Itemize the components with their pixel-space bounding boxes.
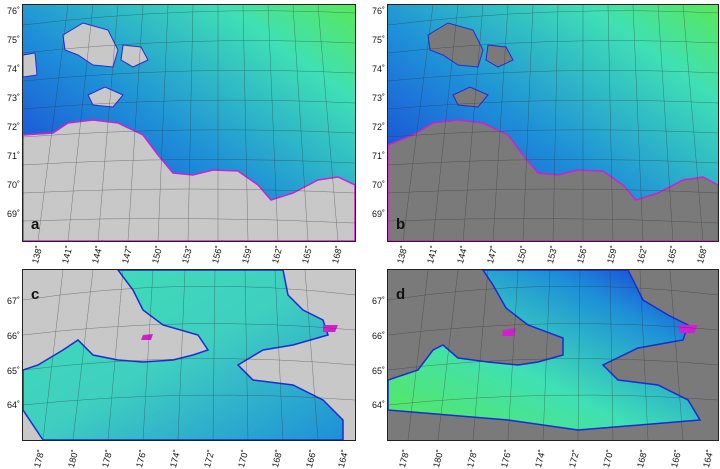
lat-label-a-6: 71˚ bbox=[6, 151, 20, 161]
lon-label-d-9: 166˚ bbox=[669, 448, 684, 469]
lon-label-b-2: 141˚ bbox=[425, 244, 440, 265]
lat-label-d-4: 64˚ bbox=[371, 400, 385, 410]
lon-label-d-5: 174˚ bbox=[533, 448, 548, 469]
strait-sea bbox=[388, 270, 702, 431]
graticule bbox=[388, 5, 718, 241]
lon-label-a-1: 138˚ bbox=[30, 244, 45, 265]
lon-label-a-6: 153˚ bbox=[180, 244, 195, 265]
lon-label-c-2: 180˚ bbox=[66, 448, 81, 469]
lon-label-b-8: 159˚ bbox=[605, 244, 620, 265]
lon-label-d-4: 176˚ bbox=[499, 448, 514, 469]
lon-label-d-7: 170˚ bbox=[601, 448, 616, 469]
lat-label-a-1: 76˚ bbox=[6, 6, 20, 16]
lon-label-a-8: 159˚ bbox=[240, 244, 255, 265]
lon-label-c-3: 178˚ bbox=[100, 448, 115, 469]
island-3 bbox=[452, 86, 489, 108]
mainland-coast bbox=[23, 119, 355, 241]
lon-label-c-5: 174˚ bbox=[168, 448, 183, 469]
lon-label-b-5: 150˚ bbox=[515, 244, 530, 265]
panel-label-c: c bbox=[31, 286, 40, 303]
lon-label-d-6: 172˚ bbox=[567, 448, 582, 469]
lon-label-c-10: 164˚ bbox=[336, 448, 351, 469]
lat-label-a-5: 72˚ bbox=[6, 122, 20, 132]
lat-label-b-5: 72˚ bbox=[371, 122, 385, 132]
lon-label-d-8: 168˚ bbox=[635, 448, 650, 469]
lon-label-a-4: 147˚ bbox=[120, 244, 135, 265]
island-2 bbox=[120, 44, 149, 68]
lon-label-b-3: 144˚ bbox=[455, 244, 470, 265]
lon-label-b-6: 153˚ bbox=[545, 244, 560, 265]
lon-label-d-10: 164˚ bbox=[701, 448, 716, 469]
island-1 bbox=[427, 22, 484, 68]
panel-label-b: b bbox=[396, 216, 406, 233]
lon-label-c-6: 172˚ bbox=[202, 448, 217, 469]
lat-label-a-4: 73˚ bbox=[6, 93, 20, 103]
graticule bbox=[23, 5, 355, 241]
graticule bbox=[388, 270, 718, 440]
lon-label-c-7: 170˚ bbox=[236, 448, 251, 469]
strait-sea bbox=[23, 270, 344, 440]
lat-label-d-3: 65˚ bbox=[371, 366, 385, 376]
lon-label-d-1: 178˚ bbox=[397, 448, 412, 469]
lon-label-a-7: 156˚ bbox=[210, 244, 225, 265]
lat-label-c-2: 66˚ bbox=[6, 331, 20, 341]
lon-label-d-2: 180˚ bbox=[431, 448, 446, 469]
island-3 bbox=[87, 86, 124, 108]
lat-label-c-1: 67˚ bbox=[6, 296, 20, 306]
island-1 bbox=[62, 22, 119, 68]
lat-label-d-2: 66˚ bbox=[371, 331, 385, 341]
panel-label-a: a bbox=[31, 216, 40, 233]
lat-label-b-7: 70˚ bbox=[371, 180, 385, 190]
lat-label-b-6: 71˚ bbox=[371, 151, 385, 161]
map-c-graphic bbox=[23, 270, 355, 440]
lat-label-a-8: 69˚ bbox=[6, 209, 20, 219]
lon-label-a-3: 144˚ bbox=[90, 244, 105, 265]
lon-label-b-10: 165˚ bbox=[665, 244, 680, 265]
lon-label-c-1: 178˚ bbox=[32, 448, 47, 469]
bathymetry-map-b: b bbox=[387, 4, 719, 242]
map-b-graphic bbox=[388, 5, 718, 241]
lon-label-a-9: 162˚ bbox=[270, 244, 285, 265]
lon-label-b-4: 147˚ bbox=[485, 244, 500, 265]
magenta-shoal-2 bbox=[141, 334, 153, 340]
lat-label-a-3: 74˚ bbox=[6, 64, 20, 74]
lon-label-a-2: 141˚ bbox=[60, 244, 75, 265]
map-a-graphic bbox=[23, 5, 355, 241]
lat-label-b-4: 73˚ bbox=[371, 93, 385, 103]
map-d-graphic bbox=[388, 270, 718, 440]
lat-label-d-1: 67˚ bbox=[371, 296, 385, 306]
lon-label-c-4: 176˚ bbox=[134, 448, 149, 469]
lat-label-a-7: 70˚ bbox=[6, 180, 20, 190]
lon-label-b-11: 168˚ bbox=[695, 244, 710, 265]
island-4 bbox=[23, 52, 38, 78]
lon-label-c-9: 166˚ bbox=[304, 448, 319, 469]
lon-label-a-11: 168˚ bbox=[330, 244, 345, 265]
graticule bbox=[23, 270, 355, 440]
bathymetry-map-d: d bbox=[387, 269, 719, 441]
lon-label-a-5: 150˚ bbox=[150, 244, 165, 265]
lat-label-a-2: 75˚ bbox=[6, 35, 20, 45]
lat-label-c-3: 65˚ bbox=[6, 366, 20, 376]
lat-label-c-4: 64˚ bbox=[6, 400, 20, 410]
lat-label-b-2: 75˚ bbox=[371, 35, 385, 45]
lat-label-b-1: 76˚ bbox=[371, 6, 385, 16]
island-2 bbox=[485, 44, 514, 68]
lon-label-a-10: 165˚ bbox=[300, 244, 315, 265]
magenta-shoal-2 bbox=[502, 328, 516, 336]
bathymetry-map-a: a bbox=[22, 4, 356, 242]
magenta-shoal-1 bbox=[323, 325, 338, 332]
lon-label-c-8: 168˚ bbox=[270, 448, 285, 469]
lon-label-b-7: 156˚ bbox=[575, 244, 590, 265]
panel-label-d: d bbox=[396, 286, 406, 303]
lat-label-b-3: 74˚ bbox=[371, 64, 385, 74]
lon-label-b-9: 162˚ bbox=[635, 244, 650, 265]
lat-label-b-8: 69˚ bbox=[371, 209, 385, 219]
lon-label-b-1: 138˚ bbox=[395, 244, 410, 265]
bathymetry-map-c: c bbox=[22, 269, 356, 441]
lon-label-d-3: 178˚ bbox=[465, 448, 480, 469]
